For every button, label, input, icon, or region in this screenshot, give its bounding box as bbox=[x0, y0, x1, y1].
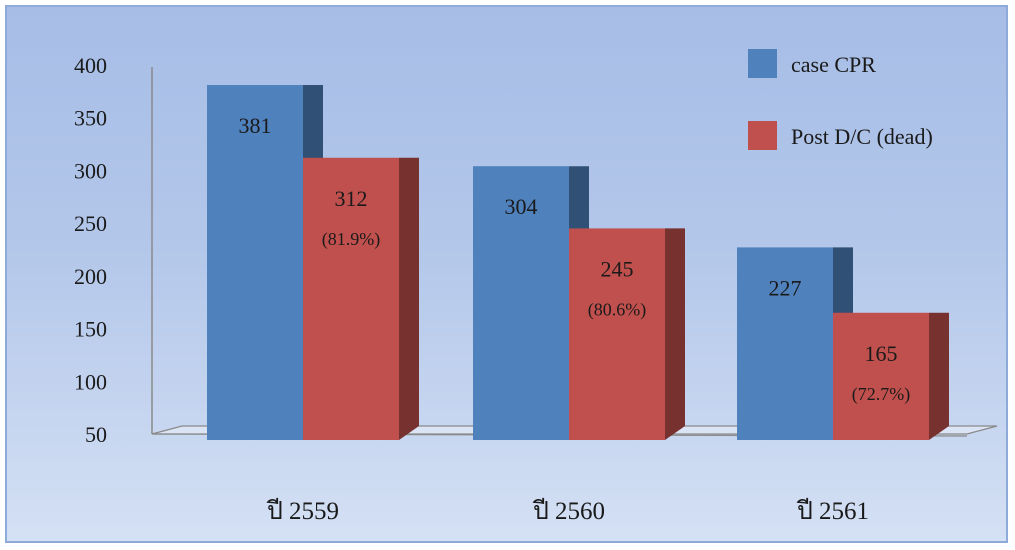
percent-label: (72.7%) bbox=[852, 384, 910, 405]
y-tick-label: 250 bbox=[74, 211, 107, 236]
bar bbox=[737, 247, 833, 440]
bar-chart: 400 350 300 250 200 150 100 50 381 312 (81.9%) ปี 2… bbox=[74, 49, 998, 525]
legend-label: Post D/C (dead) bbox=[791, 124, 933, 149]
bar-side bbox=[929, 312, 949, 440]
percent-label: (80.6%) bbox=[588, 299, 646, 320]
data-label: 312 bbox=[335, 186, 368, 211]
chart-frame: 400 350 300 250 200 150 100 50 381 312 (81.9%) ปี 2… bbox=[5, 5, 1008, 543]
y-tick-label: 300 bbox=[74, 158, 107, 183]
x-category-label: ปี 2560 bbox=[532, 497, 605, 525]
y-tick-label: 350 bbox=[74, 106, 107, 131]
percent-label: (81.9%) bbox=[322, 229, 380, 250]
data-label: 165 bbox=[865, 341, 898, 366]
y-tick-label: 50 bbox=[85, 422, 107, 447]
bar bbox=[833, 312, 929, 440]
bar bbox=[569, 228, 665, 440]
y-tick-label: 400 bbox=[74, 53, 107, 78]
y-tick-label: 150 bbox=[74, 317, 107, 342]
bar bbox=[207, 85, 303, 440]
y-tick-label: 200 bbox=[74, 264, 107, 289]
bar bbox=[473, 166, 569, 440]
x-category-label: ปี 2561 bbox=[796, 497, 869, 525]
legend-swatch bbox=[748, 121, 777, 150]
x-category-label: ปี 2559 bbox=[266, 497, 339, 525]
data-label: 304 bbox=[505, 194, 538, 219]
data-label: 227 bbox=[769, 275, 802, 300]
data-label: 245 bbox=[601, 256, 634, 281]
bar bbox=[303, 157, 399, 440]
data-label: 381 bbox=[239, 113, 272, 138]
y-tick-label: 100 bbox=[74, 369, 107, 394]
bar-side bbox=[399, 157, 419, 440]
legend-label: case CPR bbox=[791, 52, 876, 77]
bar-side bbox=[665, 228, 685, 440]
legend-swatch bbox=[748, 49, 777, 78]
